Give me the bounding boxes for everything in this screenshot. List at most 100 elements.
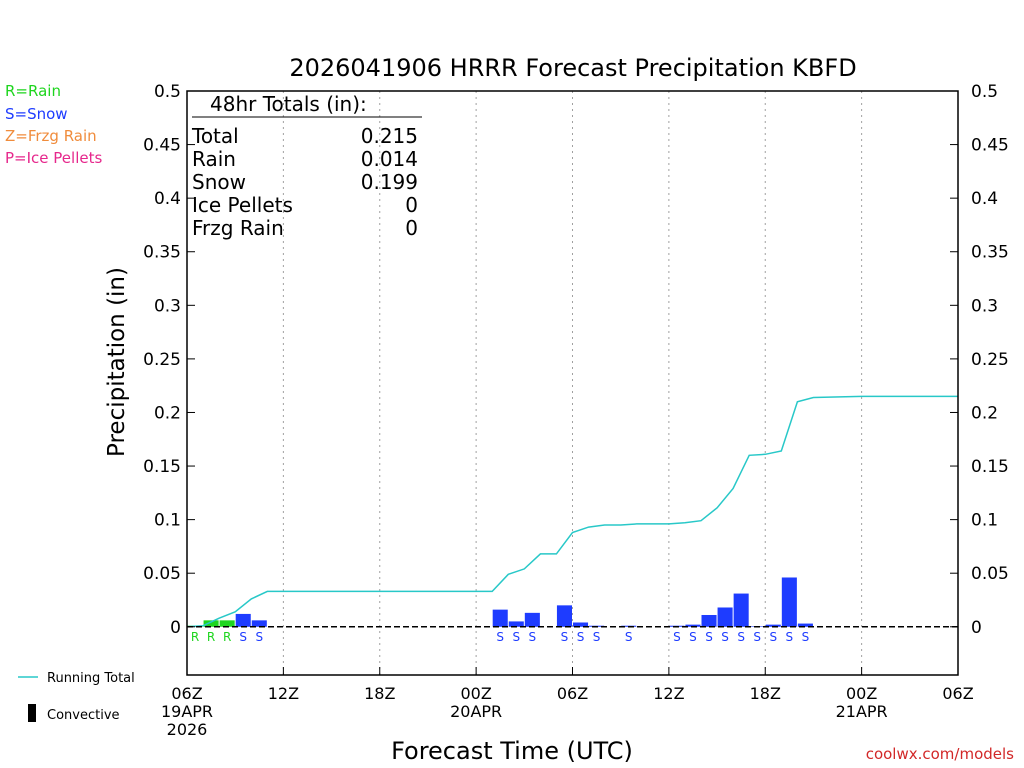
y-tick-label-right: 0 bbox=[971, 618, 982, 638]
y-tick-label: 0.3 bbox=[154, 296, 181, 316]
precip-type-label: S bbox=[561, 630, 569, 644]
x-tick-label: 12Z bbox=[268, 684, 299, 703]
precip-bar bbox=[251, 620, 267, 627]
y-tick-label-right: 0.25 bbox=[971, 350, 1009, 370]
y-tick-labels-right: 0 0.05 0.1 0.15 0.2 0.25 0.3 0.35 0.4 0.45 0.5 bbox=[971, 82, 1009, 638]
totals-row-label: Snow bbox=[192, 170, 246, 194]
x-tick-label: 00Z bbox=[846, 684, 877, 703]
y-tick-label-right: 0.2 bbox=[971, 403, 998, 423]
chart-title: 2026041906 HRRR Forecast Precipitation K… bbox=[289, 54, 856, 82]
precip-bar bbox=[556, 605, 572, 627]
precip-type-label: S bbox=[737, 630, 745, 644]
precip-type-label: S bbox=[786, 630, 794, 644]
x-tick-label: 19APR bbox=[161, 702, 213, 721]
y-tick-label-right: 0.5 bbox=[971, 82, 998, 102]
precip-type-label: S bbox=[593, 630, 601, 644]
precip-type-label: R bbox=[223, 630, 231, 644]
x-tick-label: 18Z bbox=[364, 684, 395, 703]
precip-bar bbox=[524, 612, 540, 627]
y-tick-label: 0.1 bbox=[154, 511, 181, 531]
totals-row-value: 0 bbox=[405, 216, 418, 240]
x-tick-label: 00Z bbox=[460, 684, 491, 703]
y-tick-label: 0.4 bbox=[154, 189, 181, 209]
y-tick-label-right: 0.1 bbox=[971, 511, 998, 531]
y-tick-label: 0.25 bbox=[143, 350, 181, 370]
precip-bar bbox=[765, 624, 781, 627]
axes bbox=[186, 90, 959, 676]
precip-type-label: R bbox=[207, 630, 215, 644]
precip-type-label: S bbox=[577, 630, 585, 644]
totals-rows: Total 0.215 Rain 0.014 Snow 0.199 Ice Pellets 0… bbox=[191, 124, 418, 240]
totals-row-label: Ice Pellets bbox=[192, 193, 293, 217]
x-tick-label: 06Z bbox=[942, 684, 973, 703]
totals-row-label: Rain bbox=[192, 147, 236, 171]
legend-frzg-rain: Z=Frzg Rain bbox=[5, 127, 97, 145]
precip-bar bbox=[492, 609, 508, 627]
precip-bar bbox=[685, 624, 701, 627]
totals-row-value: 0.215 bbox=[361, 124, 418, 148]
legend-rain: R=Rain bbox=[5, 82, 61, 100]
x-tick-label: 06Z bbox=[171, 684, 202, 703]
y-tick-label-right: 0.45 bbox=[971, 136, 1009, 156]
y-tick-label-right: 0.15 bbox=[971, 457, 1009, 477]
legend-snow: S=Snow bbox=[5, 105, 68, 123]
precip-type-legend: R=Rain S=Snow Z=Frzg Rain P=Ice Pellets bbox=[5, 82, 102, 167]
totals-box: 48hr Totals (in): Total 0.215 Rain 0.014 Sno… bbox=[191, 92, 422, 240]
y-tick-label: 0.35 bbox=[143, 243, 181, 263]
convective-swatch bbox=[28, 704, 36, 722]
totals-row-value: 0.199 bbox=[361, 170, 418, 194]
y-tick-label-right: 0.35 bbox=[971, 243, 1009, 263]
legend-convective: Convective bbox=[47, 708, 120, 723]
precip-type-label: S bbox=[802, 630, 810, 644]
precip-type-label: S bbox=[705, 630, 713, 644]
precip-bar bbox=[573, 622, 589, 627]
totals-row-label: Total bbox=[191, 124, 239, 148]
precip-type-label: S bbox=[689, 630, 697, 644]
y-tick-label-right: 0.05 bbox=[971, 564, 1009, 584]
y-tick-label: 0.45 bbox=[143, 136, 181, 156]
grid-lines bbox=[282, 91, 863, 675]
x-tick-label: 06Z bbox=[557, 684, 588, 703]
precip-bar bbox=[701, 614, 717, 627]
x-tick-label: 20APR bbox=[450, 702, 502, 721]
precip-type-label: S bbox=[625, 630, 633, 644]
y-tick-label: 0 bbox=[170, 618, 181, 638]
totals-title: 48hr Totals (in): bbox=[210, 92, 367, 116]
x-tick-label: 12Z bbox=[653, 684, 684, 703]
totals-row-value: 0.014 bbox=[361, 147, 418, 171]
precip-type-label: S bbox=[673, 630, 681, 644]
precip-bar bbox=[508, 621, 524, 627]
precip-bar bbox=[235, 613, 251, 627]
y-tick-label: 0.5 bbox=[154, 82, 181, 102]
precip-type-label: S bbox=[753, 630, 761, 644]
bottom-legend: Running Total Convective bbox=[18, 671, 135, 723]
totals-row-label: Frzg Rain bbox=[192, 216, 284, 240]
precip-type-label: S bbox=[529, 630, 537, 644]
credit-text: coolwx.com/models bbox=[866, 745, 1014, 763]
precip-bar bbox=[717, 607, 733, 627]
y-tick-label: 0.15 bbox=[143, 457, 181, 477]
running-total-series bbox=[186, 395, 958, 628]
y-tick-label-right: 0.4 bbox=[971, 189, 998, 209]
precip-bar bbox=[797, 623, 813, 627]
y-tick-label: 0.2 bbox=[154, 403, 181, 423]
y-tick-label: 0.05 bbox=[143, 564, 181, 584]
precip-bar bbox=[733, 593, 749, 627]
legend-ice-pellets: P=Ice Pellets bbox=[5, 149, 102, 167]
precip-type-label: S bbox=[496, 630, 504, 644]
y-tick-labels-left: 0 0.05 0.1 0.15 0.2 0.25 0.3 0.35 0.4 0.45 0.5 bbox=[143, 82, 181, 638]
x-axis-label: Forecast Time (UTC) bbox=[391, 737, 633, 765]
precip-type-label: S bbox=[721, 630, 729, 644]
precip-type-label: S bbox=[239, 630, 247, 644]
x-tick-label: 21APR bbox=[836, 702, 888, 721]
precip-type-label: S bbox=[255, 630, 263, 644]
precip-type-label: R bbox=[191, 630, 199, 644]
running-total-line bbox=[186, 395, 958, 628]
precip-type-label: S bbox=[769, 630, 777, 644]
precip-bar bbox=[781, 577, 797, 627]
y-tick-label-right: 0.3 bbox=[971, 296, 998, 316]
